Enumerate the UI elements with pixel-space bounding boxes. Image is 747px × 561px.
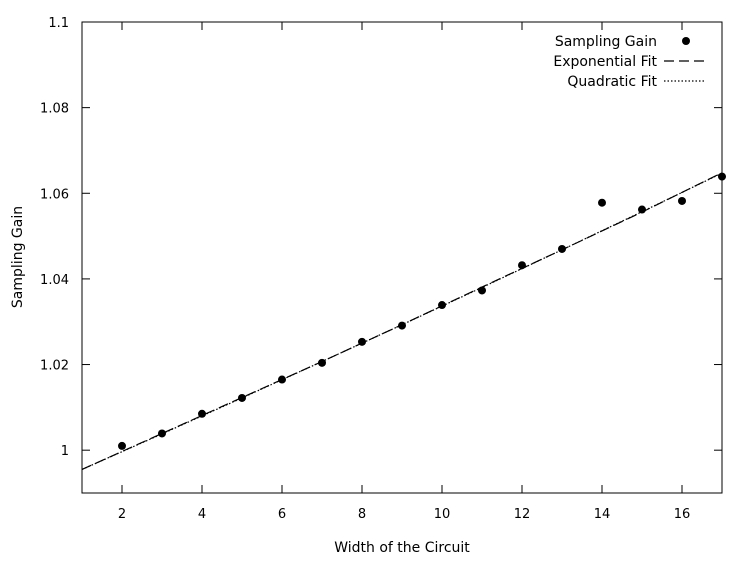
x-tick-label: 14: [594, 507, 611, 522]
data-point: [358, 337, 366, 346]
y-tick-label: 1.04: [40, 273, 69, 288]
x-tick-label: 2: [118, 507, 126, 522]
x-tick-label: 6: [278, 507, 286, 522]
x-tick-label: 8: [358, 507, 366, 522]
x-tick-label: 16: [674, 507, 691, 522]
legend-label-exponential-fit: Exponential Fit: [553, 54, 657, 70]
data-point: [238, 393, 246, 402]
y-axis-ticks: 1 1.02 1.04 1.06 1.08 1.1: [40, 16, 722, 459]
x-tick-label: 10: [434, 507, 451, 522]
x-axis-label: Width of the Circuit: [334, 540, 470, 556]
data-point: [118, 441, 126, 450]
x-tick-label: 4: [198, 507, 206, 522]
data-point: [598, 198, 606, 207]
legend: Sampling Gain Exponential Fit Quadratic …: [553, 34, 706, 90]
legend-marker-sampling-gain: [682, 37, 690, 45]
y-axis-label: Sampling Gain: [10, 206, 26, 308]
data-point: [678, 196, 686, 205]
data-point: [198, 409, 206, 418]
legend-label-sampling-gain: Sampling Gain: [555, 34, 657, 50]
data-point: [158, 429, 166, 438]
y-tick-label: 1: [61, 444, 69, 459]
plot-frame: [81, 21, 723, 494]
data-point: [318, 358, 326, 367]
data-point: [558, 244, 566, 253]
data-point: [398, 321, 406, 330]
y-tick-label: 1.08: [40, 102, 69, 117]
data-point: [718, 172, 726, 181]
legend-label-quadratic-fit: Quadratic Fit: [567, 74, 657, 90]
data-point: [438, 301, 446, 310]
data-point: [478, 286, 486, 295]
y-tick-label: 1.06: [40, 187, 69, 202]
x-axis-ticks: 2 4 6 8 10 12 14 16: [118, 22, 690, 522]
data-points: [118, 172, 726, 450]
data-point: [638, 205, 646, 214]
y-tick-label: 1.02: [40, 359, 69, 374]
data-point: [518, 261, 526, 270]
data-point: [278, 375, 286, 384]
y-tick-label: 1.1: [48, 16, 69, 31]
x-tick-label: 12: [514, 507, 531, 522]
